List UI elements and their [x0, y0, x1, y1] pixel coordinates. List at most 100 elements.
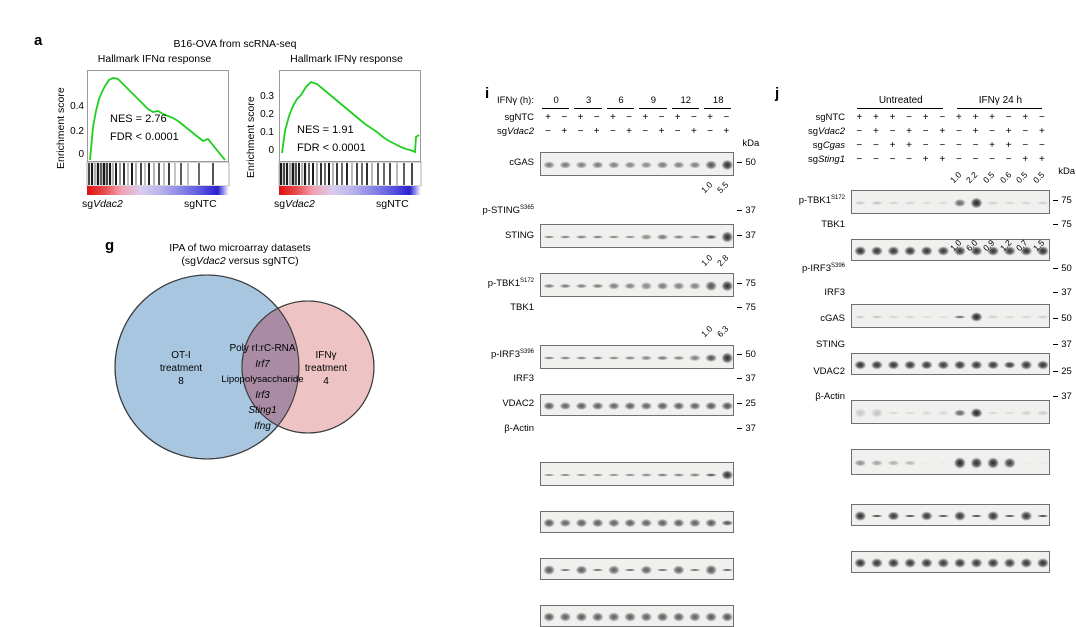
timepoint-row-label: IFNγ (h):: [460, 95, 534, 106]
gsea-curve-frame-2: [279, 70, 421, 162]
blot-image: [540, 605, 735, 627]
blot-image: [851, 190, 1051, 214]
timepoint-value: 3: [585, 95, 592, 106]
blot-image: [540, 152, 735, 176]
sign-cell: −: [955, 154, 962, 165]
sign-cell: −: [1038, 112, 1045, 123]
panel-g-title-line2: (sgVdac2 versus sgNTC): [181, 255, 299, 267]
kda-header: kDa: [1058, 166, 1076, 177]
blot-row-label: p-STINGS365: [482, 205, 535, 217]
gsea-curve-2: [281, 80, 420, 154]
blot-row-label: VDAC2: [502, 398, 534, 409]
gsea-title-1: Hallmark IFNα response: [97, 53, 212, 65]
blot-image: [851, 400, 1051, 424]
sign-cell: +: [609, 112, 616, 123]
sign-cell: −: [872, 140, 879, 151]
panel-i: IFNγ (h): 0 3 6 9 12 18 sgNTC + − + − + − + − + − + − sgVdac…: [460, 95, 786, 627]
sign-row-label: sgCgas: [812, 140, 845, 151]
timepoint-underline: [704, 108, 732, 109]
venn-overlap-item: Irf7: [255, 358, 270, 370]
gsea-ytick-2-3: 0: [268, 145, 274, 156]
gsea-ytick-1-2: 0: [78, 149, 84, 160]
timepoint-underline: [574, 108, 602, 109]
venn-left-count: 8: [178, 376, 184, 387]
kda-header: kDa: [742, 138, 760, 149]
sign-row-label: sgNTC: [504, 112, 534, 123]
blot-image: [540, 462, 735, 486]
sign-cell: +: [972, 126, 979, 137]
sign-cell: −: [922, 140, 929, 151]
gsea-group-right-2: sgNTC: [376, 198, 409, 210]
timepoint-underline: [671, 108, 699, 109]
sign-cell: −: [707, 126, 714, 137]
sign-cell: −: [856, 154, 863, 165]
kda-marker: 37: [737, 230, 756, 241]
quant-value: 6.3: [715, 323, 731, 339]
sign-row-label: sgVdac2: [497, 126, 534, 137]
sign-cell: +: [989, 140, 996, 151]
kda-marker: 75: [1053, 219, 1072, 230]
blot-row-label: p-IRF3S396: [801, 263, 845, 275]
sign-cell: −: [972, 140, 979, 151]
quant-value: 2.8: [715, 252, 731, 268]
gsea-group-left-2: sgVdac2: [274, 198, 315, 210]
timepoint-value: 9: [650, 95, 657, 106]
blot-row-label: IRF3: [513, 373, 534, 384]
gsea-ytick-2-2: 0.1: [260, 127, 274, 138]
quant-value: 0.6: [997, 169, 1013, 185]
quant-value: 1.0: [947, 169, 964, 185]
sign-cell: −: [955, 140, 962, 151]
sign-cell: +: [972, 112, 979, 123]
panel-label-i: i: [485, 85, 490, 102]
blot-row-label: IRF3: [824, 287, 845, 298]
timepoint-value: 6: [618, 95, 624, 106]
kda-marker: 75: [737, 278, 756, 289]
sign-cell: −: [642, 126, 649, 137]
quant-value: 1.0: [698, 179, 715, 195]
sign-cell: −: [1005, 154, 1012, 165]
gsea-nes-1: NES = 2.76: [110, 113, 167, 125]
sign-cell: +: [856, 112, 863, 123]
timepoint-underline: [639, 108, 667, 109]
sign-row-label: sgVdac2: [808, 126, 845, 137]
blot-row-label: cGAS: [820, 313, 845, 324]
sign-cell: −: [906, 154, 913, 165]
gsea-hitmarks-1: [86, 161, 230, 187]
gsea-fdr-2: FDR < 0.0001: [297, 142, 366, 154]
kda-marker: 50: [1053, 313, 1072, 324]
timepoint-underline: [542, 108, 570, 109]
sign-cell: −: [593, 112, 600, 123]
gsea-hitmarks-2: [278, 161, 422, 187]
group-header: IFNγ 24 h: [978, 95, 1023, 106]
gsea-title-2: Hallmark IFNγ response: [290, 53, 403, 65]
sign-cell: +: [545, 112, 552, 123]
panel-label-j: j: [775, 85, 780, 102]
timepoint-value: 12: [680, 95, 692, 106]
venn-overlap-item: Ifng: [254, 420, 271, 432]
blot-image: [851, 353, 1051, 375]
venn-diagram: [112, 270, 375, 465]
sign-cell: −: [1022, 140, 1029, 151]
venn-overlap-item: Irf3: [255, 389, 270, 401]
sign-cell: +: [626, 126, 633, 137]
blot-row-label: STING: [504, 230, 534, 241]
venn-overlap-item: Poly rI:rC-RNA: [229, 343, 296, 354]
sign-cell: +: [658, 126, 665, 137]
venn-right-label: IFNγ treatment 4: [295, 349, 357, 388]
kda-marker: 25: [1053, 366, 1072, 377]
venn-overlap-item: Sting1: [248, 405, 277, 416]
sign-row-label: sgNTC: [815, 112, 845, 123]
sign-cell: −: [872, 154, 879, 165]
blot-row-label: VDAC2: [813, 366, 845, 377]
blot-image: [540, 224, 735, 248]
blot-row-label: cGAS: [509, 157, 534, 168]
sign-cell: +: [593, 126, 600, 137]
gsea-ytick-2-1: 0.2: [260, 109, 274, 120]
sign-cell: +: [723, 126, 730, 137]
sign-cell: −: [609, 126, 616, 137]
quant-value: 0.5: [980, 169, 997, 185]
venn-right-label-line2: treatment: [304, 363, 348, 374]
quant-value: 0.5: [1030, 169, 1047, 185]
sign-cell: −: [1038, 140, 1045, 151]
sign-cell: −: [989, 126, 996, 137]
